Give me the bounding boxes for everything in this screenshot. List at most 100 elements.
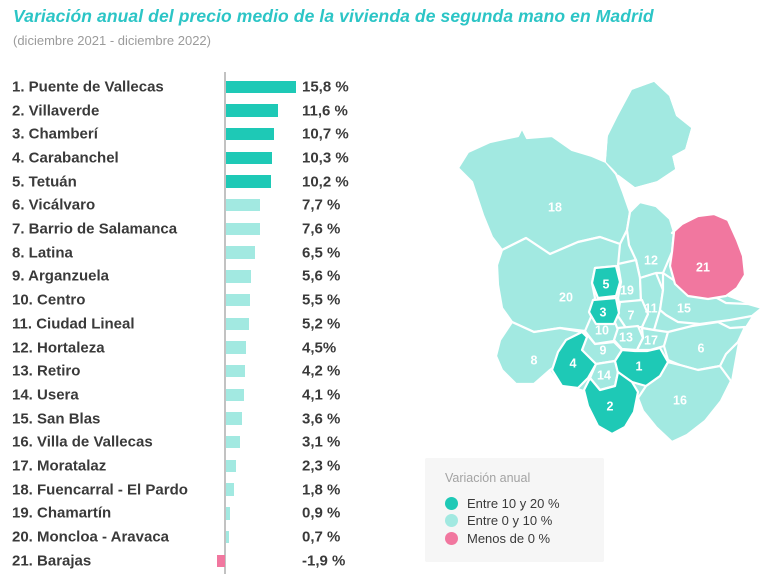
district-bar bbox=[226, 530, 230, 544]
legend-item: Menos de 0 % bbox=[445, 530, 551, 546]
district-value-label: 11,6 % bbox=[302, 102, 348, 120]
bar-row: 16. Villa de Vallecas 3,1 % bbox=[12, 431, 424, 455]
legend-item: Entre 10 y 20 % bbox=[445, 495, 560, 511]
bar-row: 5. Tetuán 10,2 % bbox=[12, 170, 424, 194]
district-bar bbox=[226, 104, 278, 117]
map-district-18-fuencarral-el-pardo bbox=[456, 126, 632, 256]
district-label: 15. San Blas bbox=[12, 410, 101, 428]
district-bar bbox=[226, 459, 237, 473]
district-value-label: 7,6 % bbox=[302, 220, 341, 238]
district-bar bbox=[226, 222, 260, 236]
district-bar bbox=[226, 270, 251, 283]
district-label: 13. Retiro bbox=[12, 362, 81, 380]
bar-chart: 1. Puente de Vallecas 15,8 % 2. Villaver… bbox=[12, 75, 424, 575]
district-label: 2. Villaverde bbox=[12, 102, 100, 120]
map-district-5-tetuan bbox=[590, 264, 622, 300]
map-district-number-7: 7 bbox=[628, 309, 635, 323]
map-district-number-19: 19 bbox=[620, 284, 634, 298]
bar-row: 17. Moratalaz 2,3 % bbox=[12, 454, 424, 478]
legend-color-dot-icon bbox=[445, 514, 458, 527]
map-district-number-8: 8 bbox=[531, 354, 538, 368]
bar-row: 3. Chamberí 10,7 % bbox=[12, 122, 424, 146]
district-value-label: 0,7 % bbox=[302, 528, 341, 546]
map-legend: Variación anual Entre 10 y 20 % Entre 0 … bbox=[425, 458, 604, 562]
map-district-number-4: 4 bbox=[570, 357, 577, 371]
district-value-label: 10,3 % bbox=[302, 149, 349, 167]
map-district-number-9: 9 bbox=[600, 344, 607, 358]
district-value-label: 15,8 % bbox=[302, 78, 349, 96]
map-district-number-12: 12 bbox=[644, 254, 658, 268]
bar-row: 6. Vicálvaro 7,7 % bbox=[12, 194, 424, 218]
district-label: 7. Barrio de Salamanca bbox=[12, 220, 178, 238]
legend-item: Entre 0 y 10 % bbox=[445, 513, 553, 528]
map-district-number-18: 18 bbox=[548, 201, 562, 215]
district-value-label: -1,9 % bbox=[302, 552, 346, 570]
district-label: 16. Villa de Vallecas bbox=[12, 433, 153, 451]
district-label: 1. Puente de Vallecas bbox=[12, 78, 164, 96]
bar-row: 8. Latina 6,5 % bbox=[12, 241, 424, 265]
district-bar bbox=[226, 412, 243, 425]
map-district-numbers: 18 12 21 5 19 20 3 7 11 15 10 13 17 9 6 8 4 14 1 16 2 bbox=[531, 201, 710, 414]
legend-title: Variación anual bbox=[445, 471, 531, 485]
bar-row: 19. Chamartín 0,9 % bbox=[12, 502, 424, 526]
bar-row: 21. Barajas -1,9 % bbox=[12, 549, 424, 573]
district-value-label: 7,7 % bbox=[302, 196, 341, 214]
district-bar bbox=[216, 554, 225, 567]
district-bar bbox=[226, 436, 240, 449]
district-value-label: 0,9 % bbox=[302, 504, 341, 522]
map-district-number-20: 20 bbox=[559, 291, 573, 305]
district-bar bbox=[226, 151, 272, 165]
district-label: 5. Tetuán bbox=[12, 173, 77, 191]
district-bar bbox=[226, 317, 250, 330]
district-label: 14. Usera bbox=[12, 386, 79, 404]
map-district-number-17: 17 bbox=[644, 334, 658, 348]
district-value-label: 5,5 % bbox=[302, 291, 341, 309]
bar-row: 7. Barrio de Salamanca 7,6 % bbox=[12, 217, 424, 241]
district-value-label: 5,2 % bbox=[302, 315, 341, 333]
bar-row: 4. Carabanchel 10,3 % bbox=[12, 146, 424, 170]
district-label: 19. Chamartín bbox=[12, 504, 112, 522]
district-bar bbox=[226, 483, 234, 496]
map-district-number-15: 15 bbox=[677, 302, 691, 316]
legend-item-label: Entre 0 y 10 % bbox=[467, 513, 553, 528]
bar-row: 14. Usera 4,1 % bbox=[12, 383, 424, 407]
legend-color-dot-icon bbox=[445, 531, 458, 545]
legend-item-label: Entre 10 y 20 % bbox=[467, 495, 560, 511]
district-value-label: 4,2 % bbox=[302, 362, 341, 380]
district-label: 10. Centro bbox=[12, 291, 86, 309]
district-value-label: 5,6 % bbox=[302, 267, 341, 285]
bar-chart-axis bbox=[224, 72, 226, 574]
district-bar bbox=[226, 507, 230, 520]
district-label: 6. Vicálvaro bbox=[12, 196, 96, 214]
map-district-number-5: 5 bbox=[603, 278, 610, 292]
map-district-number-6: 6 bbox=[698, 342, 705, 356]
district-value-label: 4,1 % bbox=[302, 386, 341, 404]
district-label: 8. Latina bbox=[12, 244, 73, 262]
district-label: 9. Arganzuela bbox=[12, 267, 109, 285]
district-value-label: 3,1 % bbox=[302, 433, 341, 451]
bar-row: 13. Retiro 4,2 % bbox=[12, 359, 424, 383]
district-value-label: 6,5 % bbox=[302, 244, 341, 262]
bar-row: 20. Moncloa - Aravaca 0,7 % bbox=[12, 525, 424, 549]
map-district-number-14: 14 bbox=[597, 369, 611, 383]
bar-row: 10. Centro 5,5 % bbox=[12, 288, 424, 312]
district-label: 3. Chamberí bbox=[12, 125, 98, 143]
bar-row: 1. Puente de Vallecas 15,8 % bbox=[12, 75, 424, 99]
bar-row: 11. Ciudad Lineal 5,2 % bbox=[12, 312, 424, 336]
map-district-number-13: 13 bbox=[619, 331, 633, 345]
map-district-number-11: 11 bbox=[644, 302, 657, 316]
map-district-1-puente-de-vallecas bbox=[613, 346, 670, 388]
bar-row: 2. Villaverde 11,6 % bbox=[12, 99, 424, 123]
district-value-label: 10,7 % bbox=[302, 125, 349, 143]
map-district-number-16: 16 bbox=[673, 394, 687, 408]
map-district-number-3: 3 bbox=[600, 306, 607, 320]
legend-item-label: Menos de 0 % bbox=[467, 530, 551, 546]
district-bar bbox=[226, 388, 245, 402]
district-label: 12. Hortaleza bbox=[12, 339, 105, 357]
map-district-18-north-lobe bbox=[606, 82, 691, 187]
map-district-number-10: 10 bbox=[595, 324, 609, 338]
map-district-number-1: 1 bbox=[636, 360, 643, 374]
district-value-label: 3,6 % bbox=[302, 410, 341, 428]
bar-row: 18. Fuencarral - El Pardo 1,8 % bbox=[12, 478, 424, 502]
bar-row: 12. Hortaleza 4,5% bbox=[12, 336, 424, 360]
